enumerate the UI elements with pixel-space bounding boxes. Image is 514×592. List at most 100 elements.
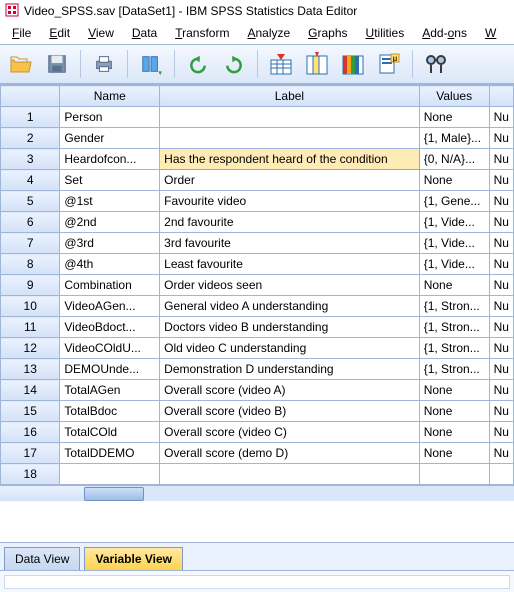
cell-values[interactable]: {1, Vide... <box>419 254 489 275</box>
cell-values[interactable]: None <box>419 380 489 401</box>
cell-values[interactable]: {1, Stron... <box>419 359 489 380</box>
cell-extra[interactable]: Nu <box>489 443 513 464</box>
menu-graphs[interactable]: Graphs <box>300 24 355 42</box>
cell-label[interactable]: Overall score (video A) <box>160 380 420 401</box>
cell-label[interactable]: Doctors video B understanding <box>160 317 420 338</box>
cell-name[interactable]: Heardofcon... <box>60 149 160 170</box>
row-number[interactable]: 2 <box>1 128 60 149</box>
cell-values[interactable]: None <box>419 170 489 191</box>
find-icon[interactable] <box>421 49 451 79</box>
cell-extra[interactable]: Nu <box>489 401 513 422</box>
cell-extra[interactable]: Nu <box>489 233 513 254</box>
cell-name[interactable]: @3rd <box>60 233 160 254</box>
cell-label[interactable]: Old video C understanding <box>160 338 420 359</box>
cell-label[interactable]: Has the respondent heard of the conditio… <box>160 149 420 170</box>
cell-label[interactable]: Least favourite <box>160 254 420 275</box>
undo-icon[interactable] <box>183 49 213 79</box>
row-number[interactable]: 5 <box>1 191 60 212</box>
menu-file[interactable]: File <box>4 24 39 42</box>
menu-window[interactable]: W <box>477 24 504 42</box>
cell-label[interactable]: Demonstration D understanding <box>160 359 420 380</box>
cell-values[interactable]: {1, Stron... <box>419 338 489 359</box>
cell-label[interactable]: Overall score (demo D) <box>160 443 420 464</box>
menu-view[interactable]: View <box>80 24 122 42</box>
cell-label[interactable]: 3rd favourite <box>160 233 420 254</box>
header-rownum[interactable] <box>1 86 60 107</box>
cell-values[interactable]: None <box>419 443 489 464</box>
cell-values[interactable]: {1, Stron... <box>419 296 489 317</box>
cell-extra[interactable]: Nu <box>489 212 513 233</box>
cell-label[interactable]: 2nd favourite <box>160 212 420 233</box>
row-number[interactable]: 12 <box>1 338 60 359</box>
cell-name[interactable]: Person <box>60 107 160 128</box>
cell-label[interactable] <box>160 107 420 128</box>
menu-transform[interactable]: Transform <box>167 24 237 42</box>
cell-values[interactable]: None <box>419 107 489 128</box>
cell-extra[interactable]: Nu <box>489 191 513 212</box>
menu-edit[interactable]: Edit <box>41 24 78 42</box>
tab-data-view[interactable]: Data View <box>4 547 80 570</box>
cell-name[interactable]: VideoCOldU... <box>60 338 160 359</box>
menu-data[interactable]: Data <box>124 24 165 42</box>
cell-label[interactable]: Order videos seen <box>160 275 420 296</box>
save-icon[interactable] <box>42 49 72 79</box>
menu-analyze[interactable]: Analyze <box>239 24 298 42</box>
cell-extra[interactable]: Nu <box>489 317 513 338</box>
cell-name[interactable]: TotalCOld <box>60 422 160 443</box>
cell-values[interactable]: {1, Vide... <box>419 212 489 233</box>
cell-name[interactable]: @1st <box>60 191 160 212</box>
cell-extra[interactable]: Nu <box>489 422 513 443</box>
row-number[interactable]: 6 <box>1 212 60 233</box>
tab-variable-view[interactable]: Variable View <box>84 547 183 570</box>
recall-dialog-icon[interactable] <box>136 49 166 79</box>
cell-values[interactable]: {0, N/A}... <box>419 149 489 170</box>
cell-extra[interactable]: Nu <box>489 359 513 380</box>
cell-extra[interactable]: Nu <box>489 275 513 296</box>
row-number[interactable]: 11 <box>1 317 60 338</box>
goto-case-icon[interactable] <box>266 49 296 79</box>
row-number[interactable]: 10 <box>1 296 60 317</box>
cell-extra[interactable]: Nu <box>489 170 513 191</box>
row-number[interactable]: 17 <box>1 443 60 464</box>
cell-label[interactable] <box>160 464 420 485</box>
cell-name[interactable]: Combination <box>60 275 160 296</box>
cell-label[interactable] <box>160 128 420 149</box>
cell-values[interactable]: {1, Gene... <box>419 191 489 212</box>
scrollbar-thumb[interactable] <box>84 487 144 501</box>
cell-label[interactable]: Favourite video <box>160 191 420 212</box>
cell-name[interactable]: Gender <box>60 128 160 149</box>
cell-name[interactable]: VideoAGen... <box>60 296 160 317</box>
open-icon[interactable] <box>6 49 36 79</box>
cell-name[interactable]: TotalDDEMO <box>60 443 160 464</box>
cell-label[interactable]: Overall score (video C) <box>160 422 420 443</box>
cell-name[interactable]: TotalBdoc <box>60 401 160 422</box>
row-number[interactable]: 4 <box>1 170 60 191</box>
cell-values[interactable] <box>419 464 489 485</box>
cell-extra[interactable] <box>489 464 513 485</box>
cell-values[interactable]: {1, Vide... <box>419 233 489 254</box>
cell-label[interactable]: General video A understanding <box>160 296 420 317</box>
goto-variable-icon[interactable] <box>302 49 332 79</box>
cell-values[interactable]: None <box>419 275 489 296</box>
cell-extra[interactable]: Nu <box>489 296 513 317</box>
variables-icon[interactable] <box>338 49 368 79</box>
row-number[interactable]: 7 <box>1 233 60 254</box>
cell-extra[interactable]: Nu <box>489 254 513 275</box>
row-number[interactable]: 8 <box>1 254 60 275</box>
cell-extra[interactable]: Nu <box>489 380 513 401</box>
horizontal-scrollbar[interactable] <box>0 485 514 501</box>
cell-label[interactable]: Order <box>160 170 420 191</box>
cell-values[interactable]: {1, Stron... <box>419 317 489 338</box>
cell-values[interactable]: None <box>419 401 489 422</box>
header-label[interactable]: Label <box>160 86 420 107</box>
row-number[interactable]: 18 <box>1 464 60 485</box>
cell-name[interactable]: VideoBdoct... <box>60 317 160 338</box>
redo-icon[interactable] <box>219 49 249 79</box>
cell-extra[interactable]: Nu <box>489 107 513 128</box>
header-extra[interactable] <box>489 86 513 107</box>
row-number[interactable]: 3 <box>1 149 60 170</box>
header-values[interactable]: Values <box>419 86 489 107</box>
menu-addons[interactable]: Add-ons <box>414 24 475 42</box>
cell-extra[interactable]: Nu <box>489 128 513 149</box>
row-number[interactable]: 1 <box>1 107 60 128</box>
